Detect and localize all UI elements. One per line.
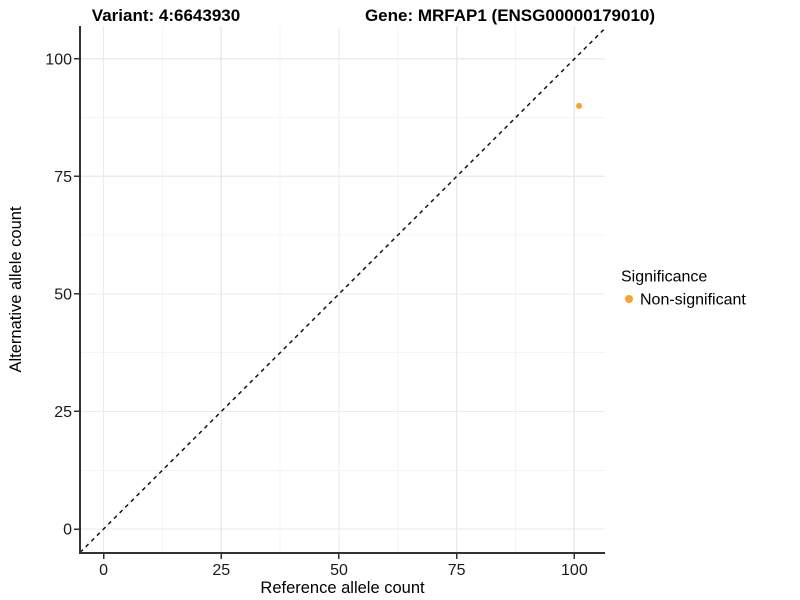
identity-line-group	[79, 27, 606, 554]
data-points-group	[576, 102, 583, 109]
x-axis-title: Reference allele count	[260, 579, 425, 597]
x-tick-label: 75	[448, 562, 466, 579]
gridlines-major	[80, 26, 605, 553]
legend-item-label: Non-significant	[640, 292, 746, 309]
x-tick-label: 0	[99, 562, 108, 579]
y-axis-title: Alternative allele count	[7, 206, 25, 372]
y-tick-label: 75	[54, 169, 72, 186]
identity-line	[79, 27, 606, 554]
tick-labels-group: 0 25 50 75 100 0 25 50 75 100	[45, 51, 588, 579]
axes-group	[79, 26, 605, 554]
plot-title-gene: Gene: MRFAP1 (ENSG00000179010)	[364, 6, 656, 25]
legend-key-dot	[625, 295, 633, 303]
x-tick-label: 100	[561, 562, 588, 579]
plot-title-variant: Variant: 4:6643930	[91, 6, 241, 25]
y-tick-label: 0	[63, 522, 72, 539]
legend: Significance Non-significant	[621, 269, 746, 309]
legend-title: Significance	[621, 269, 707, 286]
y-tick-label: 25	[54, 404, 72, 421]
x-tick-label: 50	[330, 562, 348, 579]
gridlines-minor	[80, 26, 605, 553]
data-point	[576, 102, 583, 109]
y-tick-label: 50	[54, 286, 72, 303]
y-tick-label: 100	[45, 51, 72, 68]
legend-items: Non-significant	[625, 292, 746, 309]
x-tick-label: 25	[212, 562, 230, 579]
tick-marks-group	[74, 58, 576, 559]
